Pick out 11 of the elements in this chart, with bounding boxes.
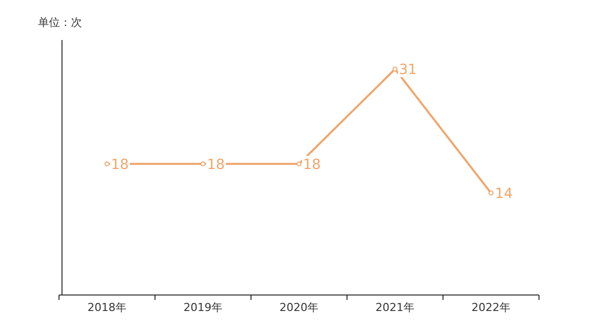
x-tick-label: 2022年 xyxy=(472,301,510,314)
x-tick-label: 2020年 xyxy=(280,301,318,314)
x-tick-label: 2021年 xyxy=(376,301,414,314)
x-tick-label: 2019年 xyxy=(184,301,222,314)
data-label: 18 xyxy=(303,156,321,173)
data-label: 14 xyxy=(495,186,513,202)
data-label: 18 xyxy=(207,156,225,173)
y-axis-title: 单位：次 xyxy=(38,16,82,29)
data-label: 18 xyxy=(111,156,129,173)
data-label: 31 xyxy=(399,62,417,78)
x-tick-label: 2018年 xyxy=(88,301,126,314)
